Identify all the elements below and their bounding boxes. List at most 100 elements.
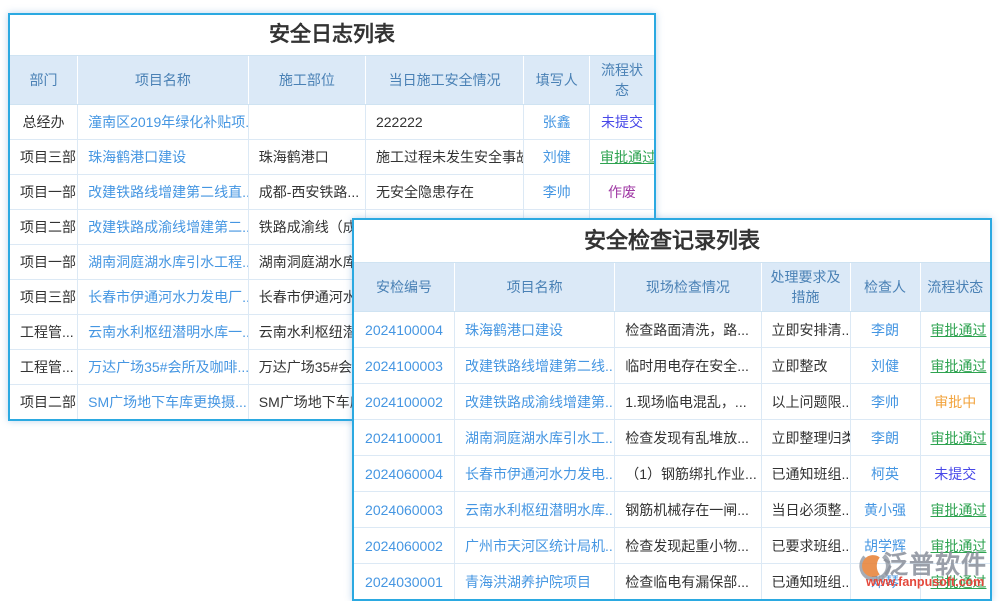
dept-cell: 工程管... bbox=[10, 314, 79, 350]
finding-cell: 检查发现有乱堆放... bbox=[614, 419, 762, 456]
table-row: 2024100001 湖南洞庭湖水库引水工... 检查发现有乱堆放... 立即整… bbox=[354, 419, 990, 456]
table-row: 2024030001 青海洪湖养护院项目 检查临电有漏保部... 已通知班组..… bbox=[354, 563, 990, 599]
action-cell: 已通知班组... bbox=[760, 563, 851, 599]
status-link[interactable]: 审批通过 bbox=[919, 347, 990, 384]
project-link[interactable]: 潼南区2019年绿化补贴项... bbox=[77, 104, 249, 140]
action-cell: 立即整改 bbox=[760, 347, 851, 384]
inspector-link[interactable]: 邓琴 bbox=[849, 563, 921, 599]
inspector-link[interactable]: 李朗 bbox=[849, 311, 921, 348]
table-row: 2024100004 珠海鹤港口建设 检查路面清洗，路... 立即安排清... … bbox=[354, 311, 990, 348]
project-link[interactable]: 云南水利枢纽潜明水库... bbox=[453, 491, 616, 528]
project-link[interactable]: 广州市天河区统计局机... bbox=[453, 527, 616, 564]
action-cell: 已要求班组... bbox=[760, 527, 851, 564]
status-link[interactable]: 审批通过 bbox=[919, 311, 990, 348]
safety-log-title: 安全日志列表 bbox=[10, 15, 654, 56]
project-link[interactable]: 万达广场35#会所及咖啡... bbox=[77, 349, 249, 385]
part-cell: 云南水利枢纽潜... bbox=[247, 314, 366, 350]
project-link[interactable]: 改建铁路成渝线增建第... bbox=[453, 383, 616, 420]
action-cell: 以上问题限... bbox=[760, 383, 851, 420]
inspection-id-link[interactable]: 2024100002 bbox=[354, 383, 455, 420]
table-row: 2024060003 云南水利枢纽潜明水库... 钢筋机械存在一闸... 当日必… bbox=[354, 491, 990, 528]
project-link[interactable]: 云南水利枢纽潜明水库一... bbox=[77, 314, 249, 350]
header-row: 部门 项目名称 施工部位 当日施工安全情况 填写人 流程状态 bbox=[10, 56, 654, 105]
safety-inspection-panel: 安全检查记录列表 安检编号 项目名称 现场检查情况 处理要求及措施 检查人 流程… bbox=[352, 218, 992, 601]
table-row: 总经办 潼南区2019年绿化补贴项... 222222 张鑫 未提交 bbox=[10, 104, 654, 140]
part-cell: 湖南洞庭湖水库 bbox=[247, 244, 366, 280]
project-link[interactable]: 湖南洞庭湖水库引水工程... bbox=[77, 244, 249, 280]
dept-cell: 项目三部 bbox=[10, 139, 79, 175]
action-cell: 立即整理归类 bbox=[760, 419, 851, 456]
situation-cell: 无安全隐患存在 bbox=[364, 174, 525, 210]
finding-cell: 检查路面清洗，路... bbox=[614, 311, 762, 348]
column-header-situation: 当日施工安全情况 bbox=[364, 56, 524, 105]
inspection-id-link[interactable]: 2024060004 bbox=[354, 455, 455, 492]
status-badge: 未提交 bbox=[919, 455, 990, 492]
action-cell: 已通知班组... bbox=[760, 455, 851, 492]
inspection-id-link[interactable]: 2024060002 bbox=[354, 527, 455, 564]
table-row: 2024060002 广州市天河区统计局机... 检查发现起重小物... 已要求… bbox=[354, 527, 990, 564]
inspection-id-link[interactable]: 2024100003 bbox=[354, 347, 455, 384]
inspector-link[interactable]: 胡学辉 bbox=[849, 527, 921, 564]
project-link[interactable]: 改建铁路线增建第二线... bbox=[453, 347, 616, 384]
safety-inspection-title: 安全检查记录列表 bbox=[354, 220, 990, 263]
column-header-project: 项目名称 bbox=[77, 56, 249, 105]
project-link[interactable]: 珠海鹤港口建设 bbox=[453, 311, 616, 348]
writer-link[interactable]: 张鑫 bbox=[523, 104, 591, 140]
project-link[interactable]: SM广场地下车库更换摄... bbox=[77, 384, 249, 419]
writer-link[interactable]: 李帅 bbox=[523, 174, 591, 210]
column-header-status: 流程状态 bbox=[589, 56, 654, 105]
inspector-link[interactable]: 刘健 bbox=[849, 347, 921, 384]
header-row: 安检编号 项目名称 现场检查情况 处理要求及措施 检查人 流程状态 bbox=[354, 263, 990, 312]
table-row: 2024100002 改建铁路成渝线增建第... 1.现场临电混乱，... 以上… bbox=[354, 383, 990, 420]
part-cell: SM广场地下车库 bbox=[247, 384, 366, 419]
project-link[interactable]: 珠海鹤港口建设 bbox=[77, 139, 249, 175]
dept-cell: 工程管... bbox=[10, 349, 79, 385]
inspector-link[interactable]: 黄小强 bbox=[849, 491, 921, 528]
status-badge: 未提交 bbox=[589, 104, 654, 140]
status-link[interactable]: 审批通过 bbox=[589, 139, 654, 175]
status-badge: 作废 bbox=[589, 174, 654, 210]
inspection-id-link[interactable]: 2024100004 bbox=[354, 311, 455, 348]
dept-cell: 项目三部 bbox=[10, 279, 79, 315]
status-badge: 审批中 bbox=[919, 383, 990, 420]
safety-inspection-table: 安检编号 项目名称 现场检查情况 处理要求及措施 检查人 流程状态 202410… bbox=[354, 263, 990, 599]
project-link[interactable]: 改建铁路成渝线增建第二... bbox=[77, 209, 249, 245]
situation-cell: 222222 bbox=[364, 104, 525, 140]
column-header-finding: 现场检查情况 bbox=[614, 263, 762, 312]
status-link[interactable]: 审批通过 bbox=[919, 527, 990, 564]
action-cell: 当日必须整... bbox=[760, 491, 851, 528]
table-row: 2024060004 长春市伊通河水力发电... （1）钢筋绑扎作业... 已通… bbox=[354, 455, 990, 492]
finding-cell: （1）钢筋绑扎作业... bbox=[614, 455, 762, 492]
status-link[interactable]: 审批通过 bbox=[919, 419, 990, 456]
dept-cell: 项目一部 bbox=[10, 174, 79, 210]
project-link[interactable]: 青海洪湖养护院项目 bbox=[453, 563, 616, 599]
part-cell: 成都-西安铁路... bbox=[247, 174, 366, 210]
column-header-inspector: 检查人 bbox=[849, 263, 920, 312]
column-header-project: 项目名称 bbox=[453, 263, 615, 312]
status-link[interactable]: 审批通过 bbox=[919, 563, 990, 599]
project-link[interactable]: 长春市伊通河水力发电厂... bbox=[77, 279, 249, 315]
writer-link[interactable]: 刘健 bbox=[523, 139, 591, 175]
inspector-link[interactable]: 柯英 bbox=[849, 455, 921, 492]
dept-cell: 项目二部 bbox=[10, 384, 79, 419]
inspector-link[interactable]: 李朗 bbox=[849, 419, 921, 456]
dept-cell: 项目一部 bbox=[10, 244, 79, 280]
inspection-id-link[interactable]: 2024060003 bbox=[354, 491, 455, 528]
finding-cell: 检查临电有漏保部... bbox=[614, 563, 762, 599]
dept-cell: 总经办 bbox=[10, 104, 79, 140]
part-cell: 珠海鹤港口 bbox=[247, 139, 366, 175]
inspector-link[interactable]: 李帅 bbox=[849, 383, 921, 420]
status-link[interactable]: 审批通过 bbox=[919, 491, 990, 528]
project-link[interactable]: 改建铁路线增建第二线直... bbox=[77, 174, 249, 210]
project-link[interactable]: 湖南洞庭湖水库引水工... bbox=[453, 419, 616, 456]
column-header-dept: 部门 bbox=[10, 56, 78, 105]
finding-cell: 钢筋机械存在一闸... bbox=[614, 491, 762, 528]
project-link[interactable]: 长春市伊通河水力发电... bbox=[453, 455, 616, 492]
column-header-part: 施工部位 bbox=[247, 56, 366, 105]
inspection-id-link[interactable]: 2024100001 bbox=[354, 419, 455, 456]
part-cell: 铁路成渝线（成... bbox=[247, 209, 366, 245]
inspection-id-link[interactable]: 2024030001 bbox=[354, 563, 455, 599]
table-row: 2024100003 改建铁路线增建第二线... 临时用电存在安全... 立即整… bbox=[354, 347, 990, 384]
column-header-status: 流程状态 bbox=[919, 263, 990, 312]
situation-cell: 施工过程未发生安全事故... bbox=[364, 139, 525, 175]
